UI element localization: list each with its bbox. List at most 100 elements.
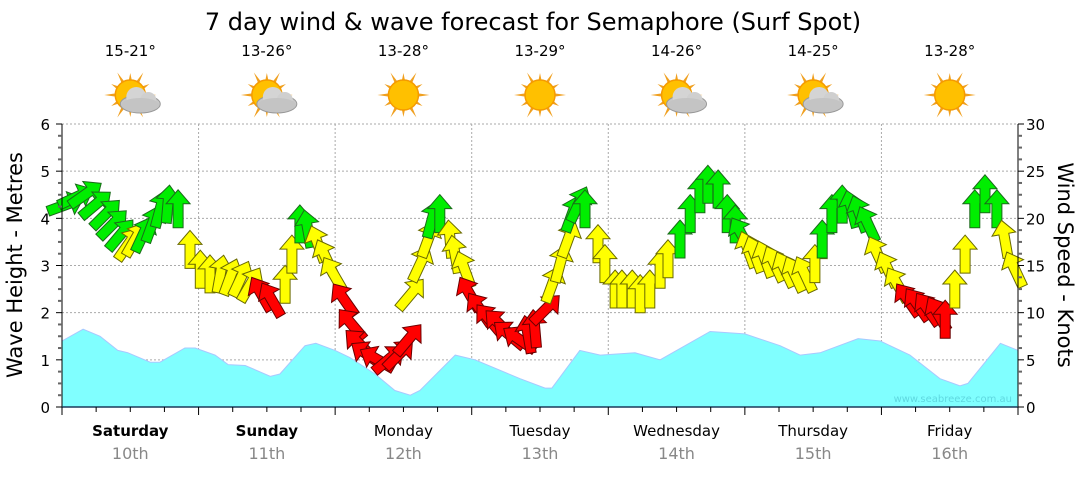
day-temperature: 13-29° <box>514 42 565 60</box>
sun-ray <box>240 93 253 97</box>
sun-ray <box>104 93 117 97</box>
day-temperature: 13-28° <box>924 42 975 60</box>
date-label: 14th <box>658 444 695 463</box>
chart-title: 7 day wind & wave forecast for Semaphore… <box>205 8 861 36</box>
y-tick-label-left: 2 <box>40 305 50 323</box>
sun-ray <box>390 72 398 84</box>
cloud-icon <box>256 87 298 114</box>
sun-ray <box>955 72 963 84</box>
y-tick-label-left: 4 <box>40 210 50 228</box>
sun-ray <box>811 73 815 82</box>
sun-ray <box>936 72 945 84</box>
sun-ray <box>682 72 690 84</box>
sun-ray <box>128 73 132 82</box>
sun-disc <box>524 79 556 111</box>
sun-ray <box>538 73 542 82</box>
sun-ray <box>948 73 952 82</box>
sun-ray <box>253 72 262 84</box>
sun-ray <box>936 106 945 118</box>
wind-arrow <box>1001 251 1029 290</box>
date-label: 12th <box>385 444 422 463</box>
sun-ray <box>674 73 679 82</box>
wind-arrow <box>540 265 567 305</box>
y-axis-left-label: Wave Height - Metres <box>3 152 27 378</box>
y-tick-label-left: 1 <box>40 352 50 370</box>
sun-ray <box>955 106 963 118</box>
wave-height-area <box>61 328 1019 408</box>
sun-ray <box>818 72 827 84</box>
cloud-part <box>121 98 160 112</box>
sun-ray <box>527 72 535 84</box>
sun-ray <box>553 93 566 97</box>
date-label: 13th <box>522 444 559 463</box>
sun-ray <box>663 72 672 84</box>
y-tick-label-right: 20 <box>1026 210 1045 228</box>
sun-ray <box>135 72 144 84</box>
sun-ray <box>417 93 430 97</box>
wind-arrow <box>257 282 287 320</box>
wind-arrow <box>394 278 424 313</box>
y-tick-label-right: 0 <box>1026 399 1036 417</box>
day-label: Wednesday <box>633 422 720 440</box>
sun-ray <box>377 93 390 97</box>
wind-arrow <box>971 174 999 214</box>
cloud-part <box>667 98 706 112</box>
sun-ray <box>408 106 417 118</box>
date-label: 10th <box>112 444 149 463</box>
sunny-icon <box>514 72 566 118</box>
wind-arrow <box>176 229 204 269</box>
y-tick-label-right: 10 <box>1026 305 1045 323</box>
wind-arrow <box>278 234 305 274</box>
watermark: www.seabreeze.com.au <box>894 394 1012 405</box>
y-tick-label-right: 15 <box>1026 258 1045 276</box>
y-axis-right-label: Wind Speed - Knots <box>1053 162 1077 367</box>
wind-arrow <box>272 264 299 304</box>
sun-ray <box>923 93 936 97</box>
sun-ray <box>272 72 280 84</box>
y-tick-label-left: 6 <box>40 116 50 134</box>
partly-cloudy-icon <box>240 72 298 118</box>
day-temperature: 13-26° <box>241 42 292 60</box>
y-tick-label-right: 5 <box>1026 352 1036 370</box>
cloud-icon <box>802 87 844 114</box>
cloud-part <box>804 98 843 112</box>
day-label: Saturday <box>92 422 169 440</box>
day-label: Friday <box>927 422 973 440</box>
wind-arrow <box>571 189 599 229</box>
day-headers: 15-21° Saturday 10th 13-26° Sunday 11th 13-28°… <box>92 42 976 463</box>
partly-cloudy-icon <box>650 72 708 118</box>
day-label: Sunday <box>236 422 299 440</box>
sun-ray <box>787 93 800 97</box>
sun-ray <box>545 72 553 84</box>
day-temperature: 14-26° <box>651 42 702 60</box>
date-label: 11th <box>248 444 285 463</box>
wind-arrow <box>952 234 979 274</box>
sun-disc <box>387 79 420 111</box>
sun-ray <box>527 106 535 118</box>
day-label: Tuesday <box>508 422 570 440</box>
wind-arrows <box>45 164 1029 376</box>
sun-ray <box>265 73 269 82</box>
sunny-icon <box>377 72 430 118</box>
partly-cloudy-icon <box>787 72 844 118</box>
sun-ray <box>117 72 125 84</box>
wind-arrow <box>941 269 968 309</box>
day-temperature: 13-28° <box>378 42 429 60</box>
sun-ray <box>650 93 663 97</box>
day-label: Monday <box>374 422 433 440</box>
day-label: Thursday <box>777 422 848 440</box>
day-temperature: 15-21° <box>105 42 156 60</box>
day-temperature: 14-25° <box>788 42 839 60</box>
axes: 0 1 2 3 4 5 6 0 5 10 15 20 25 30 <box>40 116 1045 417</box>
sun-ray <box>538 108 542 117</box>
sun-ray <box>408 72 417 84</box>
wind-arrow <box>584 223 612 264</box>
y-tick-label-left: 0 <box>40 399 50 417</box>
sun-ray <box>514 93 527 97</box>
cloud-part <box>257 98 296 112</box>
sun-ray <box>545 106 553 118</box>
sunny-icon <box>923 72 976 118</box>
date-label: 16th <box>931 444 968 463</box>
wind-arrow <box>932 299 959 339</box>
